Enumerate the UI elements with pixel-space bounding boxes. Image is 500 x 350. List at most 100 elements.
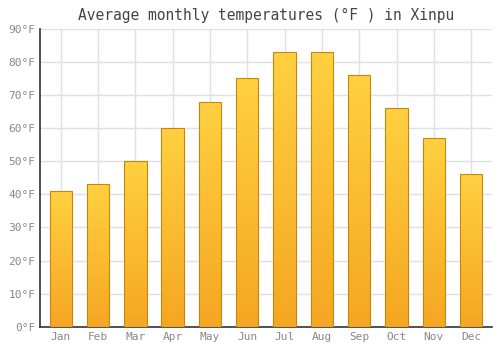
Bar: [50, 214, 72, 216]
Bar: [87, 301, 109, 303]
Bar: [386, 320, 407, 323]
Bar: [199, 162, 221, 166]
Bar: [162, 323, 184, 327]
Bar: [199, 237, 221, 240]
Bar: [199, 240, 221, 244]
Bar: [124, 288, 146, 291]
Bar: [124, 167, 146, 169]
Bar: [274, 176, 296, 180]
Bar: [50, 200, 72, 202]
Bar: [236, 174, 258, 178]
Bar: [236, 91, 258, 95]
Bar: [274, 235, 296, 240]
Bar: [386, 112, 407, 116]
Bar: [460, 174, 482, 327]
Bar: [162, 310, 184, 314]
Bar: [310, 79, 333, 84]
Bar: [348, 239, 370, 243]
Bar: [50, 288, 72, 290]
Bar: [87, 275, 109, 277]
Bar: [50, 309, 72, 311]
Bar: [124, 214, 146, 216]
Bar: [199, 210, 221, 214]
Bar: [124, 241, 146, 244]
Bar: [162, 151, 184, 155]
Bar: [422, 138, 445, 141]
Bar: [87, 277, 109, 279]
Bar: [199, 128, 221, 132]
Bar: [199, 158, 221, 162]
Bar: [236, 240, 258, 244]
Bar: [199, 289, 221, 293]
Bar: [236, 269, 258, 273]
Bar: [274, 295, 296, 299]
Bar: [460, 240, 482, 243]
Bar: [386, 276, 407, 279]
Bar: [386, 196, 407, 199]
Bar: [124, 269, 146, 272]
Bar: [162, 135, 184, 138]
Bar: [386, 145, 407, 148]
Bar: [199, 271, 221, 274]
Bar: [162, 264, 184, 267]
Bar: [50, 257, 72, 259]
Bar: [422, 169, 445, 173]
Bar: [310, 272, 333, 276]
Bar: [460, 208, 482, 210]
Bar: [199, 222, 221, 225]
Bar: [162, 271, 184, 274]
Bar: [50, 320, 72, 322]
Bar: [460, 314, 482, 317]
Bar: [386, 247, 407, 250]
Bar: [460, 319, 482, 322]
Bar: [87, 256, 109, 258]
Bar: [87, 291, 109, 294]
Bar: [50, 268, 72, 270]
Bar: [236, 112, 258, 116]
Bar: [348, 226, 370, 230]
Bar: [87, 267, 109, 270]
Bar: [386, 279, 407, 283]
Bar: [124, 318, 146, 321]
Bar: [236, 215, 258, 219]
Bar: [199, 147, 221, 150]
Bar: [274, 111, 296, 116]
Bar: [348, 314, 370, 318]
Bar: [310, 322, 333, 327]
Bar: [162, 148, 184, 151]
Bar: [199, 274, 221, 278]
Bar: [236, 302, 258, 306]
Bar: [50, 264, 72, 266]
Bar: [348, 285, 370, 289]
Bar: [348, 318, 370, 323]
Bar: [422, 267, 445, 270]
Bar: [386, 108, 407, 327]
Bar: [50, 193, 72, 196]
Bar: [310, 286, 333, 290]
Bar: [310, 185, 333, 189]
Bar: [124, 296, 146, 299]
Bar: [460, 205, 482, 208]
Bar: [348, 218, 370, 222]
Bar: [162, 184, 184, 188]
Bar: [199, 259, 221, 263]
Bar: [87, 222, 109, 225]
Bar: [236, 153, 258, 157]
Bar: [162, 314, 184, 317]
Bar: [236, 124, 258, 128]
Bar: [386, 148, 407, 152]
Bar: [422, 308, 445, 311]
Bar: [348, 268, 370, 272]
Bar: [348, 150, 370, 155]
Bar: [199, 252, 221, 255]
Bar: [274, 198, 296, 203]
Bar: [162, 241, 184, 244]
Bar: [422, 210, 445, 214]
Bar: [310, 107, 333, 111]
Bar: [236, 281, 258, 285]
Bar: [274, 189, 296, 194]
Bar: [199, 278, 221, 282]
Bar: [124, 244, 146, 247]
Bar: [422, 264, 445, 267]
Bar: [422, 147, 445, 150]
